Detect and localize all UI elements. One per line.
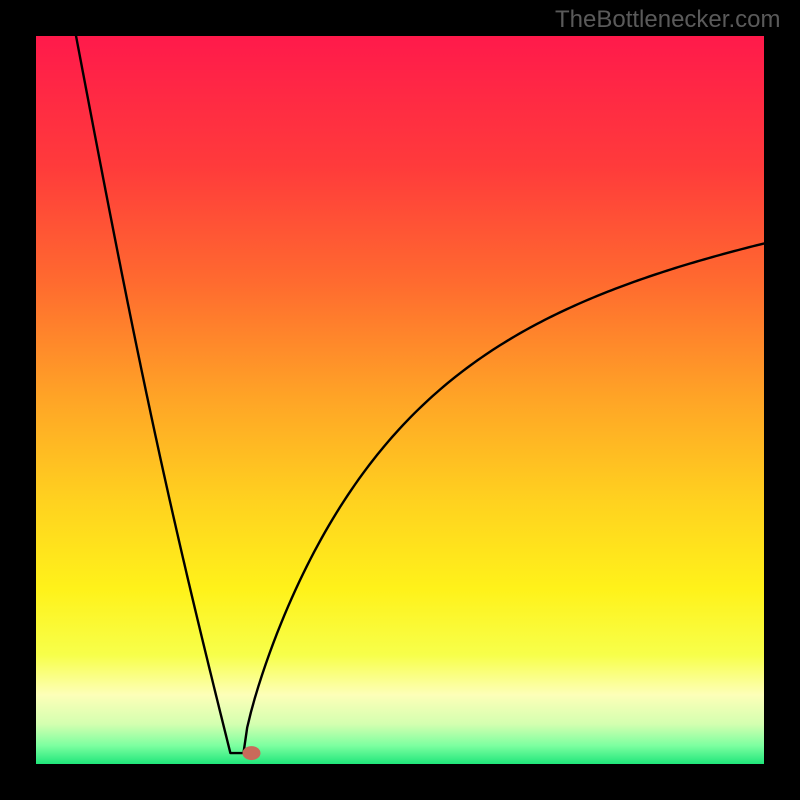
watermark-label: TheBottlenecker.com (555, 6, 780, 34)
plot-background (36, 36, 764, 764)
chart-stage: TheBottlenecker.com (0, 0, 800, 800)
valley-marker-icon (242, 746, 260, 760)
chart-svg (0, 0, 800, 800)
